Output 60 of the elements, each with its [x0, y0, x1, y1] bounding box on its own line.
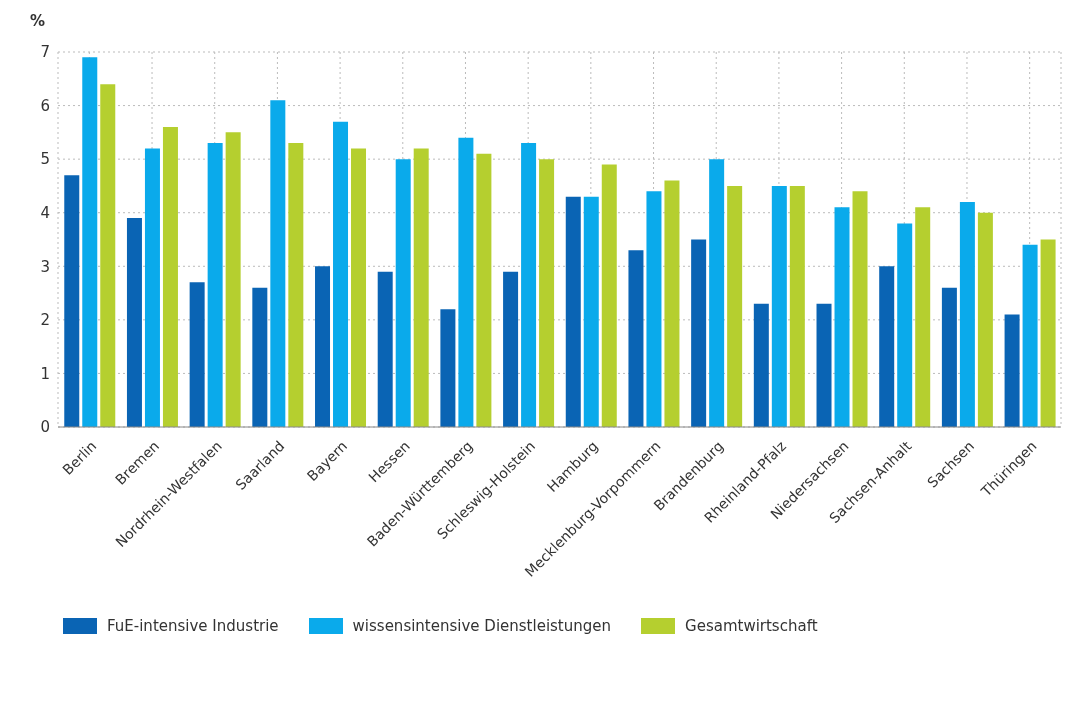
y-tick-label: 2: [40, 311, 50, 330]
bar: [64, 175, 80, 427]
bar: [100, 84, 116, 427]
bar: [351, 148, 367, 427]
bar: [440, 309, 456, 427]
bar: [789, 185, 805, 427]
y-tick-label: 7: [40, 43, 50, 62]
bar: [565, 196, 581, 427]
bar: [144, 148, 160, 427]
bar: [395, 159, 411, 427]
bar: [333, 121, 349, 427]
bar: [771, 185, 787, 427]
bar: [288, 143, 304, 427]
y-tick-label: 1: [40, 364, 50, 383]
bar: [377, 271, 393, 427]
bar: [458, 137, 474, 427]
bar: [413, 148, 429, 427]
bar: [727, 185, 743, 427]
bar: [816, 303, 832, 427]
bar: [315, 266, 331, 427]
bar: [897, 223, 913, 427]
legend-label: FuE-intensive Industrie: [107, 617, 279, 635]
bar: [503, 271, 519, 427]
bar: [1022, 244, 1038, 427]
bar: [539, 159, 555, 427]
bar: [959, 202, 975, 427]
y-tick-label: 0: [40, 418, 50, 437]
bar: [189, 282, 205, 427]
bar: [601, 164, 617, 427]
bar: [252, 287, 268, 427]
bar: [270, 100, 286, 427]
y-tick-label: 6: [40, 96, 50, 115]
bar: [709, 159, 725, 427]
y-tick-label: 3: [40, 257, 50, 276]
bar: [476, 153, 492, 427]
bar: [225, 132, 241, 427]
bar: [646, 191, 662, 427]
y-tick-label: 4: [40, 204, 50, 223]
y-tick-label: 5: [40, 150, 50, 169]
bar: [941, 287, 957, 427]
bar: [126, 218, 142, 427]
bar: [852, 191, 868, 427]
bar: [977, 212, 993, 427]
legend-label: wissensintensive Dienstleistungen: [352, 617, 612, 635]
bar: [753, 303, 769, 427]
bar: [162, 127, 178, 427]
bar: [834, 207, 850, 427]
bar: [583, 196, 599, 427]
bar: [82, 57, 98, 427]
bar: [207, 143, 223, 427]
bar: [691, 239, 707, 427]
bar: [521, 143, 537, 427]
legend-label: Gesamtwirtschaft: [685, 617, 818, 635]
bar: [1004, 314, 1020, 427]
bar: [879, 266, 895, 427]
bar: [664, 180, 680, 427]
bar: [628, 250, 644, 427]
bar: [1040, 239, 1056, 427]
bar: [915, 207, 931, 427]
y-axis-title: %: [29, 11, 47, 32]
